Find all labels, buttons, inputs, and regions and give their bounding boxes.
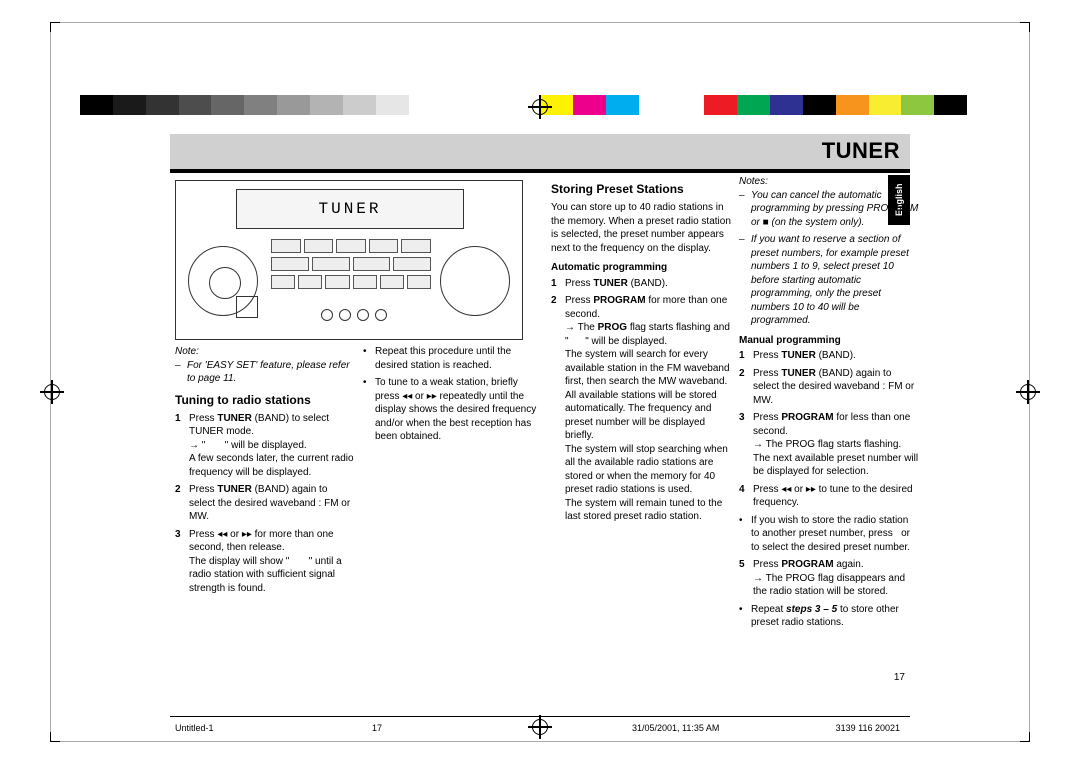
step-item: 2Press PROGRAM for more than one second.…	[551, 294, 731, 524]
step-item: 5Press PROGRAM again.→ The PROG flag dis…	[739, 558, 919, 599]
registration-mark	[528, 95, 552, 119]
note-item: You can cancel the automatic programming…	[739, 189, 919, 230]
section-storing: Storing Preset Stations	[551, 181, 731, 197]
page-number: 17	[894, 672, 905, 683]
note-text: For 'EASY SET' feature, please refer to …	[175, 359, 355, 386]
step-item: 2Press TUNER (BAND) again to select the …	[175, 483, 355, 524]
column-4: Notes: You can cancel the automatic prog…	[739, 175, 919, 634]
header-rule	[170, 169, 910, 173]
storing-intro: You can store up to 40 radio stations in…	[551, 201, 731, 255]
step-item: 4Press ◂◂ or ▸▸ to tune to the desired f…	[739, 483, 919, 510]
sub-manual-prog: Manual programming	[739, 334, 919, 348]
content-area: Note: For 'EASY SET' feature, please ref…	[175, 175, 915, 650]
bullet-item: Repeat this procedure until the desired …	[363, 345, 543, 372]
note-label: Note:	[175, 345, 355, 359]
registration-mark	[40, 380, 64, 404]
footer-rule	[170, 716, 910, 717]
registration-mark	[1016, 380, 1040, 404]
step-item: 1Press TUNER (BAND) to select TUNER mode…	[175, 412, 355, 480]
step-item: 2Press TUNER (BAND) again to select the …	[739, 367, 919, 408]
step-item: 1Press TUNER (BAND).	[739, 349, 919, 363]
column-1: Note: For 'EASY SET' feature, please ref…	[175, 345, 355, 599]
note-item: If you want to reserve a section of pres…	[739, 233, 919, 328]
registration-mark	[528, 715, 552, 739]
bullet-item: If you wish to store the radio station t…	[739, 514, 919, 555]
footer-partno: 3139 116 20021	[836, 723, 900, 733]
section-tuning: Tuning to radio stations	[175, 392, 355, 408]
column-3: Storing Preset Stations You can store up…	[551, 175, 731, 528]
step-item: 1Press TUNER (BAND).	[551, 277, 731, 291]
bullet-item: To tune to a weak station, briefly press…	[363, 376, 543, 444]
sub-auto-prog: Automatic programming	[551, 261, 731, 275]
footer-filename: Untitled-1	[175, 723, 214, 733]
footer-page: 17	[372, 723, 382, 733]
header-bar	[170, 134, 910, 169]
bullet-item: Repeat steps 3 – 5 to store other preset…	[739, 603, 919, 630]
step-item: 3Press PROGRAM for less than one second.…	[739, 411, 919, 479]
notes-label: Notes:	[739, 175, 919, 189]
column-2: Repeat this procedure until the desired …	[363, 345, 543, 448]
step-item: 3Press ◂◂ or ▸▸ for more than one second…	[175, 528, 355, 596]
footer-datetime: 31/05/2001, 11:35 AM	[632, 723, 719, 733]
page-title: TUNER	[822, 138, 900, 164]
